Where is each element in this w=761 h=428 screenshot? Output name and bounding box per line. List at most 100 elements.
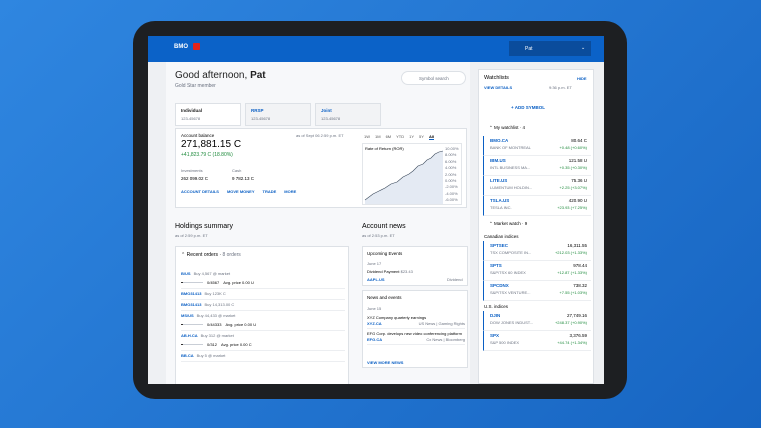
- watch-right: 420.90 U +23.93 (+7.25%): [557, 198, 587, 215]
- watch-item[interactable]: TSLA.US TESLA INC. 420.90 U +23.93 (+7.25%): [483, 196, 591, 216]
- watch-item[interactable]: IBM.US INTL BUSINESS MA... 121.58 U +0.35 (…: [483, 156, 591, 176]
- watch-change: +0.48 (+0.60%): [559, 145, 587, 150]
- range-option[interactable]: 6M: [385, 134, 392, 139]
- account-link[interactable]: ACCOUNT DETAILS: [181, 189, 219, 194]
- news-date: June 15: [367, 306, 382, 311]
- greeting: Good afternoon, Pat: [175, 70, 266, 81]
- watch-symbol: BMO.CA: [490, 138, 509, 143]
- account-tab[interactable]: RRSP 123-45678: [245, 103, 311, 126]
- watch-item[interactable]: DJIN DOW JONES INDUST... 27,749.16 +248.37 …: [483, 311, 591, 331]
- account-link[interactable]: MOVE MONEY: [226, 189, 255, 194]
- order-symbol[interactable]: AB.H.CA: [181, 333, 198, 338]
- hide[interactable]: HIDE: [577, 76, 587, 81]
- order: AB.H.CA Buy 312 @ market 0/312 Avg. price 0…: [181, 331, 345, 351]
- news-headline[interactable]: EFG Corp. develops new video conferencin…: [367, 331, 462, 336]
- market-watch-title: Market watch: [494, 221, 521, 226]
- orders-header[interactable]: ⌃ Recent orders · 8 orders: [181, 252, 241, 258]
- order: BMO31413 Buy 123K C: [181, 289, 345, 300]
- order-action: Buy 44,433 @ market: [196, 313, 236, 318]
- order: BMO31413 Buy 14,313.00 C: [181, 300, 345, 311]
- order-fill: 0/4567: [207, 280, 220, 285]
- watch-price: 3,376.59: [569, 333, 587, 338]
- range-option[interactable]: 1W: [364, 134, 370, 139]
- order-line: AB.H.CA Buy 312 @ market: [181, 333, 345, 338]
- news-meta: EFG.CA Cx News | Bloomberg: [367, 337, 465, 342]
- order-line: BMO31413 Buy 123K C: [181, 291, 345, 296]
- balance-amount: 271,881.15 C: [181, 139, 242, 150]
- order-action: Buy 14,313.00 C: [204, 302, 235, 307]
- watch-item[interactable]: SPTS S&P/TSX 60 INDEX 978.44 +12.87 (+1.33%…: [483, 261, 591, 281]
- news-headline[interactable]: XYZ Company quarterly earnings: [367, 315, 427, 320]
- watch-symbol: DJIN: [490, 313, 501, 318]
- add-symbol[interactable]: + ADD SYMBOL: [511, 105, 545, 110]
- watchlists: Watchlists HIDE VIEW DETAILS 9:36 p.m. E…: [478, 69, 594, 384]
- my-watchlist: BMO.CA BANK OF MONTREAL 80.64 C +0.48 (+0.6…: [479, 136, 595, 216]
- axis-label: 10.00%: [445, 146, 459, 151]
- axis-label: -4.00%: [445, 190, 458, 196]
- watch-change: +23.93 (+7.25%): [557, 205, 587, 210]
- news-card: News and events June 15 XYZ Company quar…: [362, 290, 468, 368]
- order-symbol[interactable]: BB.CA: [181, 353, 194, 358]
- event-date: June 17: [367, 261, 382, 266]
- account-link[interactable]: MORE: [284, 189, 297, 194]
- range-option[interactable]: All: [428, 134, 435, 140]
- range-option[interactable]: 5Y: [419, 134, 424, 139]
- watch-right: 121.58 U +0.35 (+0.30%): [559, 158, 587, 175]
- range-option[interactable]: YTD: [396, 134, 405, 139]
- account-link[interactable]: TRADE: [262, 189, 277, 194]
- us-title: U.S. indices: [484, 304, 509, 309]
- market-watch-header[interactable]: ⌃ Market watch · 9: [489, 221, 528, 226]
- watch-name: DOW JONES INDUST...: [490, 320, 534, 325]
- search[interactable]: Symbol search: [401, 71, 466, 85]
- holdings-title: Holdings summary: [175, 223, 233, 230]
- news-symbol[interactable]: XYZ.CA: [367, 321, 382, 326]
- order-avg: Avg. price 0.00 U: [223, 280, 254, 285]
- watch-right: 75.36 U +2.25 (+3.07%): [559, 178, 587, 195]
- event-type: Dividend: [447, 277, 463, 282]
- account-name: RRSP: [251, 108, 264, 113]
- watch-left: LITE.US LUMENTUM HOLDIN...: [490, 178, 532, 195]
- watch-price: 121.58 U: [568, 158, 587, 163]
- watch-item[interactable]: LITE.US LUMENTUM HOLDIN... 75.36 U +2.25 (+…: [483, 176, 591, 196]
- watch-item[interactable]: BMO.CA BANK OF MONTREAL 80.64 C +0.48 (+0.6…: [483, 136, 591, 156]
- orders-title: Recent orders: [186, 252, 218, 258]
- investments-label: Investments: [181, 168, 203, 173]
- axis-label: 8.00%: [445, 152, 457, 158]
- watch-change: +44.74 (+1.34%): [557, 340, 587, 345]
- order-symbol[interactable]: BMO31413: [181, 291, 202, 296]
- watch-item[interactable]: SPTSEC TSX COMPOSITE IN... 16,311.55 +212.0…: [483, 241, 591, 261]
- watch-time: 9:36 p.m. ET: [549, 85, 572, 90]
- range-option[interactable]: 1M: [375, 134, 381, 139]
- my-watchlist-header[interactable]: ⌃ My watchlist · 4: [489, 125, 526, 130]
- events-card: Upcoming Events June 17 Dividend Payment…: [362, 246, 468, 286]
- view-more-news[interactable]: VIEW MORE NEWS: [367, 360, 404, 365]
- watch-symbol: TSLA.US: [490, 198, 510, 203]
- user-menu[interactable]: Pat ⌄: [509, 41, 591, 56]
- order-symbol[interactable]: BMO31413: [181, 302, 202, 307]
- event-name: Dividend Payment $23.43: [367, 269, 413, 274]
- axis-label: 0.00%: [445, 178, 457, 184]
- watch-right: 978.44 +12.87 (+1.33%): [557, 263, 587, 280]
- ror-chart: Rate of Return (ROR) 10.00% 8.00% 6.00% 4.0…: [362, 143, 462, 205]
- watch-right: 738.32 +7.55 (+1.03%): [559, 283, 587, 300]
- news-events-title: News and events: [367, 295, 402, 300]
- watch-item[interactable]: SPCDNX S&P/TSX VENTURE... 738.32 +7.55 (+1.…: [483, 281, 591, 301]
- account-name: Individual: [181, 108, 203, 113]
- event-symbol[interactable]: AAPL.US: [367, 277, 385, 282]
- watch-item[interactable]: SPX S&P 500 INDEX 3,376.59 +44.74 (+1.34%): [483, 331, 591, 351]
- order-fill: 0/44333: [207, 322, 222, 327]
- logo[interactable]: BMO: [174, 44, 188, 50]
- account-tab[interactable]: Individual 123-45678: [175, 103, 241, 126]
- news-symbol[interactable]: EFG.CA: [367, 337, 383, 342]
- screen: BMO Pat ⌄ Good afternoon, Pat Gold Star …: [148, 36, 604, 384]
- range-option[interactable]: 1Y: [409, 134, 415, 139]
- order-symbol[interactable]: B/US: [181, 271, 191, 276]
- account-tab[interactable]: Joint 123-45678: [315, 103, 381, 126]
- news-list: XYZ Company quarterly earnings XYZ.CA US N…: [367, 313, 465, 345]
- order-symbol[interactable]: MS/US: [181, 313, 194, 318]
- view-details[interactable]: VIEW DETAILS: [484, 85, 513, 90]
- user-name: Pat: [525, 46, 533, 52]
- watch-name: TESLA INC.: [490, 205, 512, 210]
- watch-right: 16,311.55 +212.03 (+1.33%): [555, 243, 587, 260]
- watch-price: 75.36 U: [571, 178, 587, 183]
